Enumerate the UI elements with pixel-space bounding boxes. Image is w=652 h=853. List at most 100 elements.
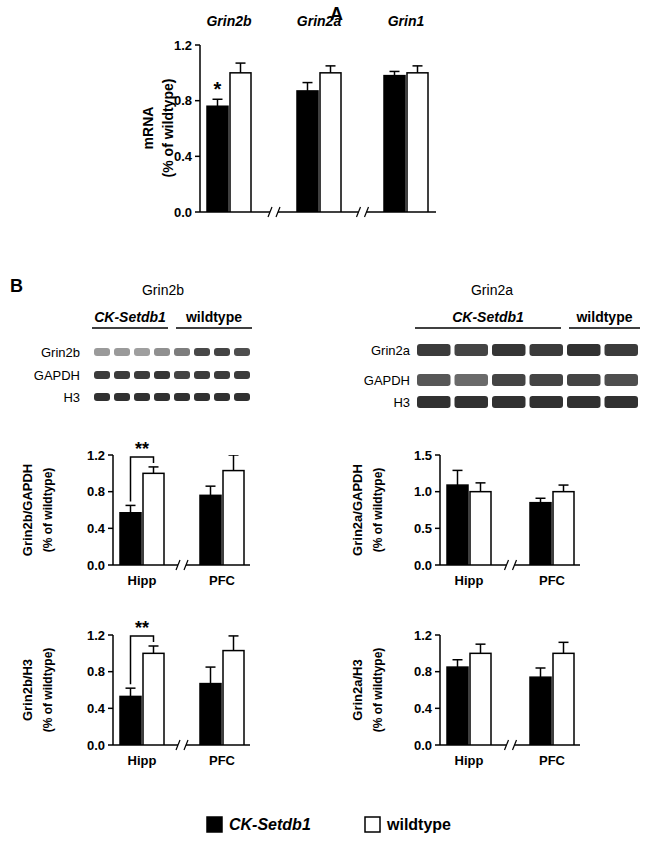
bar (230, 73, 251, 212)
error-cap (229, 635, 239, 637)
error-bar (149, 646, 159, 653)
axis-break (176, 560, 180, 570)
tick-label: 0.5 (414, 521, 432, 536)
band (134, 393, 150, 401)
bar (207, 106, 228, 212)
bar (143, 653, 164, 745)
tick-label: 0.4 (87, 701, 106, 716)
error-cap (126, 687, 136, 689)
band (234, 393, 250, 401)
error-line (153, 646, 155, 653)
error-line (130, 688, 132, 696)
chart: 0.00.51.01.5Grin2a/GAPDH(% of wildtype)H… (350, 448, 580, 589)
error-bar (413, 66, 423, 73)
group-label: CK-Setdb1 (94, 309, 166, 325)
band (194, 393, 210, 401)
band (134, 348, 150, 356)
bar (447, 485, 468, 565)
error-bar (229, 636, 239, 651)
bar (470, 492, 491, 565)
group-line (176, 327, 252, 329)
band (492, 344, 526, 356)
error-bar (236, 63, 246, 73)
error-cap (149, 466, 159, 468)
band (154, 348, 170, 356)
error-bar (213, 99, 223, 106)
blot-title: Grin2b (142, 282, 184, 298)
error-line (233, 636, 235, 651)
group-line (569, 327, 640, 329)
error-bar (453, 470, 463, 485)
error-line (457, 660, 459, 667)
band (94, 393, 110, 401)
annotation: ** (135, 439, 149, 459)
row-label: GAPDH (34, 368, 80, 383)
category-label: PFC (209, 753, 236, 768)
row-label: GAPDH (364, 373, 410, 388)
y-axis (439, 635, 441, 745)
tick (108, 671, 113, 673)
bar (384, 76, 405, 212)
category-label: PFC (539, 573, 566, 588)
tick (108, 454, 113, 456)
category-label: Hipp (455, 753, 484, 768)
y-axis (199, 45, 201, 212)
legend-label: wildtype (386, 816, 451, 833)
bar (223, 471, 244, 565)
bar (407, 73, 428, 212)
row-label: Grin2a (371, 343, 411, 358)
error-cap (206, 666, 216, 668)
error-line (417, 66, 419, 73)
band (455, 396, 489, 408)
tick-label: 0.0 (87, 558, 105, 573)
error-cap (476, 643, 486, 645)
category-label: Grin1 (388, 13, 425, 29)
band (492, 374, 526, 386)
band (605, 396, 639, 408)
band (94, 371, 110, 379)
tick-label: 0.4 (414, 701, 433, 716)
y-label: (% of wildtype) (41, 648, 55, 733)
error-bar (390, 71, 400, 75)
legend-label: CK-Setdb1 (229, 816, 311, 833)
bracket (131, 457, 154, 502)
tick-label: 0.0 (174, 205, 192, 220)
tick-label: 0.4 (87, 521, 106, 536)
tick (435, 454, 440, 456)
band (417, 374, 451, 386)
blot: Grin2aCK-Setdb1wildtypeGrin2aGAPDHH3 (364, 282, 640, 410)
band (455, 344, 489, 356)
band (417, 396, 451, 408)
tick (195, 100, 200, 102)
band (455, 374, 489, 386)
error-cap (559, 642, 569, 644)
category-label: PFC (209, 573, 236, 588)
tick (195, 44, 200, 46)
y-axis (112, 635, 114, 745)
error-line (307, 83, 309, 91)
bar (120, 513, 141, 565)
tick-label: 1.5 (414, 448, 432, 463)
band (194, 371, 210, 379)
tick-label: 0.8 (414, 664, 432, 679)
y-label: Grin2a/GAPDH (350, 464, 365, 556)
band (114, 371, 130, 379)
tick-label: 0.4 (174, 149, 193, 164)
error-cap (149, 645, 159, 647)
error-cap (413, 65, 423, 67)
error-line (330, 66, 332, 73)
band (605, 374, 639, 386)
legend-swatch (365, 817, 380, 832)
error-bar (149, 467, 159, 473)
tick-label: 1.2 (87, 628, 105, 643)
band (492, 396, 526, 408)
tick-label: 0.8 (87, 484, 105, 499)
y-axis (112, 455, 114, 565)
bar (320, 73, 341, 212)
error-line (153, 467, 155, 473)
error-bar (206, 667, 216, 684)
axis-break (176, 740, 180, 750)
band (530, 374, 564, 386)
tick-label: 0.8 (174, 93, 192, 108)
error-bar (126, 505, 136, 512)
